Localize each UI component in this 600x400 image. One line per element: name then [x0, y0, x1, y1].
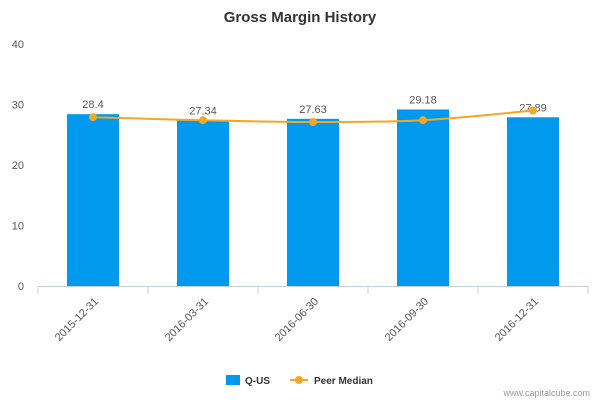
bar [67, 114, 119, 287]
legend-swatch-q-us [226, 375, 240, 385]
legend-label-peer-median: Peer Median [314, 376, 373, 387]
y-tick-label: 10 [12, 221, 24, 233]
y-tick-label: 0 [18, 281, 24, 293]
data-label: 28.4 [82, 99, 103, 111]
peer-median-point [309, 118, 317, 127]
legend-label-q-us: Q-US [245, 376, 270, 387]
data-label: 27.63 [299, 104, 327, 116]
bar [507, 117, 559, 286]
data-label: 27.34 [189, 106, 217, 118]
x-tick-label: 2016-09-30 [383, 296, 431, 344]
y-axis: 0 10 20 30 40 [12, 39, 24, 293]
legend: Q-US Peer Median [226, 375, 373, 387]
legend-marker-peer-median [295, 376, 303, 384]
x-tick-label: 2016-03-31 [163, 296, 211, 344]
bar-series [67, 109, 559, 287]
peer-median-point [199, 116, 207, 125]
peer-median-point [529, 106, 537, 115]
x-axis: 2015-12-31 2016-03-31 2016-06-30 2016-09-30… [37, 286, 589, 344]
bar [177, 120, 229, 286]
chart-title: Gross Margin History [224, 9, 377, 26]
y-tick-label: 40 [12, 39, 24, 51]
peer-median-point [419, 116, 427, 125]
x-tick-label: 2016-06-30 [273, 296, 321, 344]
bar [397, 109, 449, 286]
x-tick-label: 2015-12-31 [53, 296, 101, 344]
bar [287, 118, 339, 286]
y-tick-label: 30 [12, 100, 24, 112]
peer-median-point [89, 113, 97, 122]
data-label: 29.18 [409, 94, 437, 106]
peer-median-series [89, 106, 537, 127]
credit-text: www.capitalcube.com [502, 388, 590, 398]
x-tick-label: 2016-12-31 [493, 296, 541, 344]
y-tick-label: 20 [12, 160, 24, 172]
